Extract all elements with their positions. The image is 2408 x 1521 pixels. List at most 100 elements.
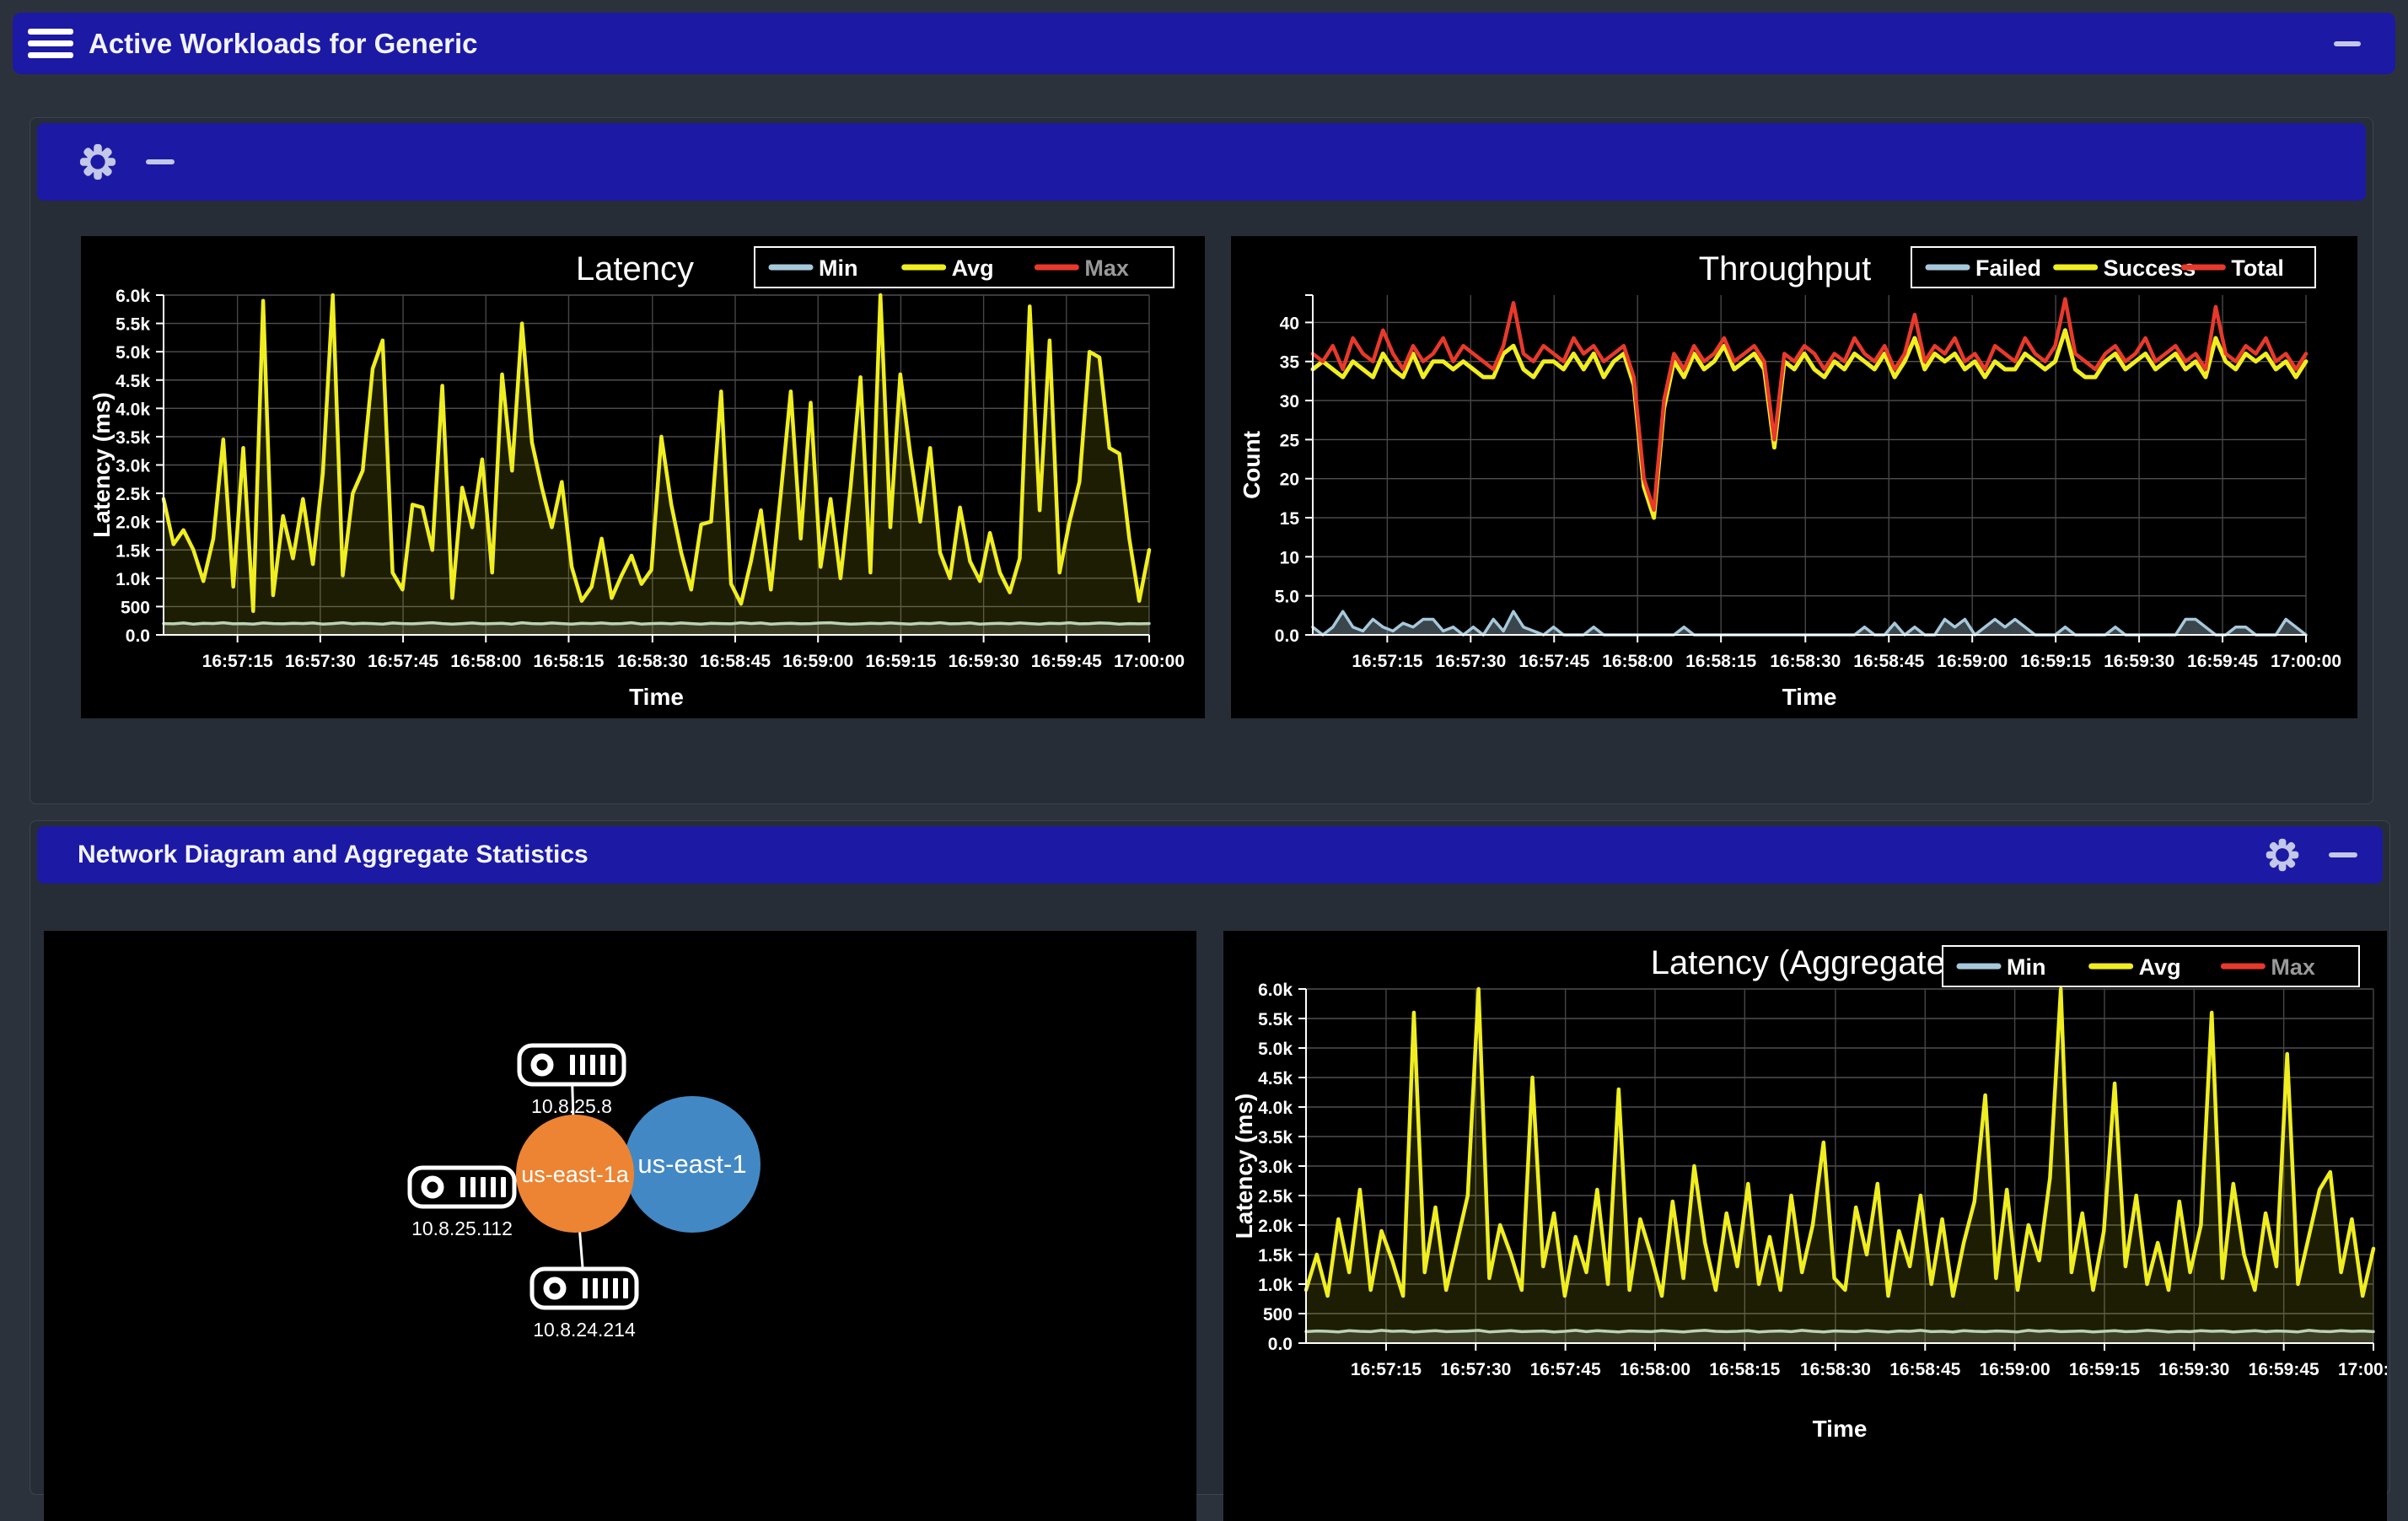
latency-series-min [162,621,1151,626]
latency-xaxis-title: Time [629,684,684,710]
latency-xtick: 17:00:00 [1114,652,1185,671]
network-diagram-svg[interactable]: 10.8.25.8 10.8.25.112 10.8.24.214 us-east-1… [44,931,1196,1521]
aggregate-legend: Min Avg Max [1942,945,2360,987]
aggregate-ytick: 1.5k [1258,1246,1293,1266]
aggregate-latency-chart[interactable]: 0.0 500 1.0k 1.5k 2.0k 2.5k 3.0k 3.5k 4.0k 4.5k 5.… [1223,931,2387,1521]
aggregate-ytick: 0.0 [1268,1335,1293,1354]
network-panel-title: Network Diagram and Aggregate Statistics [78,841,589,868]
minimize-icon[interactable] [2334,40,2361,46]
latency-ytick: 0.0 [126,626,150,646]
aggregate-ytick: 5.0k [1258,1040,1293,1059]
zone-label-us-east-1a: us-east-1a [521,1162,630,1187]
svg-text:Failed: Failed [1975,255,2041,281]
throughput-ytick: 25 [1280,431,1300,450]
latency-chart-svg[interactable]: 0.0 500 1.0k 1.5k 2.0k 2.5k 3.0k 3.5k 4.0k 4.5k 5.… [81,236,1205,718]
legend-item-avg[interactable]: Avg [901,255,994,281]
throughput-ytick: 20 [1280,470,1299,490]
top-bar: Active Workloads for Generic [13,13,2395,74]
throughput-chart[interactable]: 0.0 5.0 10 15 20 25 30 35 40 16:57:15 16:57:30 16:5… [1231,236,2357,718]
legend-item-success[interactable]: Success [2053,255,2196,281]
aggregate-xtick: 16:57:45 [1530,1360,1601,1379]
legend-item-min[interactable]: Min [1956,954,2046,980]
aggregate-ytick: 3.5k [1258,1128,1293,1147]
aggregate-xtick: 16:58:30 [1800,1360,1871,1379]
throughput-xtick: 16:59:45 [2187,652,2258,671]
router-node-10.8.24.214[interactable]: 10.8.24.214 [529,1266,639,1341]
legend-item-min[interactable]: Min [768,255,858,281]
latency-ytick: 5.5k [116,315,150,335]
latency-xtick: 16:58:30 [617,652,688,671]
collapse-icon[interactable] [2329,852,2357,857]
router-node-10.8.25.8[interactable]: 10.8.25.8 [517,1043,626,1117]
aggregate-xtick: 16:59:00 [1980,1360,2051,1379]
throughput-ytick: 0.0 [1275,626,1299,646]
router-node-10.8.25.112[interactable]: 10.8.25.112 [407,1165,517,1239]
zone-node-us-east-1[interactable] [624,1096,761,1233]
svg-text:Avg: Avg [952,255,994,281]
svg-text:10.8.25.8: 10.8.25.8 [531,1095,612,1117]
latency-ytick: 2.0k [116,513,150,533]
latency-xtick: 16:57:30 [285,652,356,671]
throughput-chart-svg[interactable]: 0.0 5.0 10 15 20 25 30 35 40 16:57:15 16:57:30 16:5… [1231,236,2357,718]
latency-xtick: 16:57:45 [368,652,438,671]
aggregate-xtick: 16:58:15 [1709,1360,1780,1379]
legend-item-failed[interactable]: Failed [1925,255,2041,281]
latency-legend: Min Avg Max [754,246,1174,288]
latency-ytick: 500 [121,598,150,617]
workloads-panel: 0.0 500 1.0k 1.5k 2.0k 2.5k 3.0k 3.5k 4.0k 4.5k 5.… [30,117,2373,804]
network-diagram[interactable]: 10.8.25.8 10.8.25.112 10.8.24.214 us-east-1… [44,931,1196,1521]
throughput-xtick: 17:00:00 [2271,652,2341,671]
network-panel: Network Diagram and Aggregate Statistics… [30,820,2390,1521]
throughput-xtick: 16:58:30 [1770,652,1841,671]
legend-item-avg[interactable]: Avg [2088,954,2181,980]
aggregate-xtick: 16:58:00 [1620,1360,1690,1379]
aggregate-chart-svg[interactable]: 0.0 500 1.0k 1.5k 2.0k 2.5k 3.0k 3.5k 4.0k 4.5k 5.… [1223,931,2387,1521]
workloads-panel-header [37,123,2366,201]
settings-icon[interactable] [2265,837,2300,873]
aggregate-ytick: 4.0k [1258,1099,1293,1118]
latency-chart[interactable]: 0.0 500 1.0k 1.5k 2.0k 2.5k 3.0k 3.5k 4.0k 4.5k 5.… [81,236,1205,718]
throughput-ytick: 10 [1280,548,1299,567]
aggregate-ytick: 1.0k [1258,1276,1293,1295]
aggregate-ytick: 4.5k [1258,1069,1293,1088]
latency-ytick: 6.0k [116,287,150,306]
svg-text:Success: Success [2104,255,2196,281]
zone-node-us-east-1a[interactable] [516,1115,634,1233]
legend-item-max[interactable]: Max [1034,255,1129,281]
network-panel-header: Network Diagram and Aggregate Statistics [37,826,2383,884]
collapse-icon[interactable] [146,159,175,164]
aggregate-ytick: 2.0k [1258,1217,1293,1236]
throughput-series-success [1310,328,2309,520]
page-title: Active Workloads for Generic [89,27,478,59]
latency-ytick: 1.0k [116,570,150,589]
throughput-xtick: 16:57:15 [1352,652,1422,671]
throughput-ytick: 5.0 [1275,588,1299,607]
throughput-series-total [1310,297,2309,513]
aggregate-ytick: 6.0k [1258,981,1293,1000]
latency-xtick: 16:58:00 [450,652,521,671]
settings-icon[interactable] [78,142,117,181]
aggregate-yaxis-title: Latency (ms) [1231,1094,1257,1239]
latency-xtick: 16:59:45 [1031,652,1102,671]
svg-text:Min: Min [819,255,858,281]
svg-text:Min: Min [2007,954,2046,980]
latency-xtick: 16:57:15 [202,652,273,671]
latency-xtick: 16:58:15 [533,652,604,671]
svg-text:Avg: Avg [2139,954,2181,980]
throughput-xtick: 16:58:00 [1602,652,1673,671]
throughput-ytick: 40 [1280,314,1299,333]
latency-ytick: 5.0k [116,343,150,363]
throughput-xtick: 16:59:15 [2020,652,2091,671]
workloads-charts-row: 0.0 500 1.0k 1.5k 2.0k 2.5k 3.0k 3.5k 4.0k 4.5k 5.… [30,236,2373,718]
latency-series-avg [161,293,1152,614]
aggregate-xtick: 16:59:15 [2069,1360,2140,1379]
throughput-ytick: 30 [1280,392,1299,411]
latency-title: Latency [576,250,694,288]
legend-item-max[interactable]: Max [2220,954,2315,980]
aggregate-ytick: 5.5k [1258,1010,1293,1029]
throughput-title: Throughput [1699,250,1872,288]
aggregate-title: Latency (Aggregate) [1651,944,1956,981]
svg-text:Max: Max [1084,255,1129,281]
legend-item-total[interactable]: Total [2180,255,2284,281]
menu-icon[interactable] [28,29,73,58]
